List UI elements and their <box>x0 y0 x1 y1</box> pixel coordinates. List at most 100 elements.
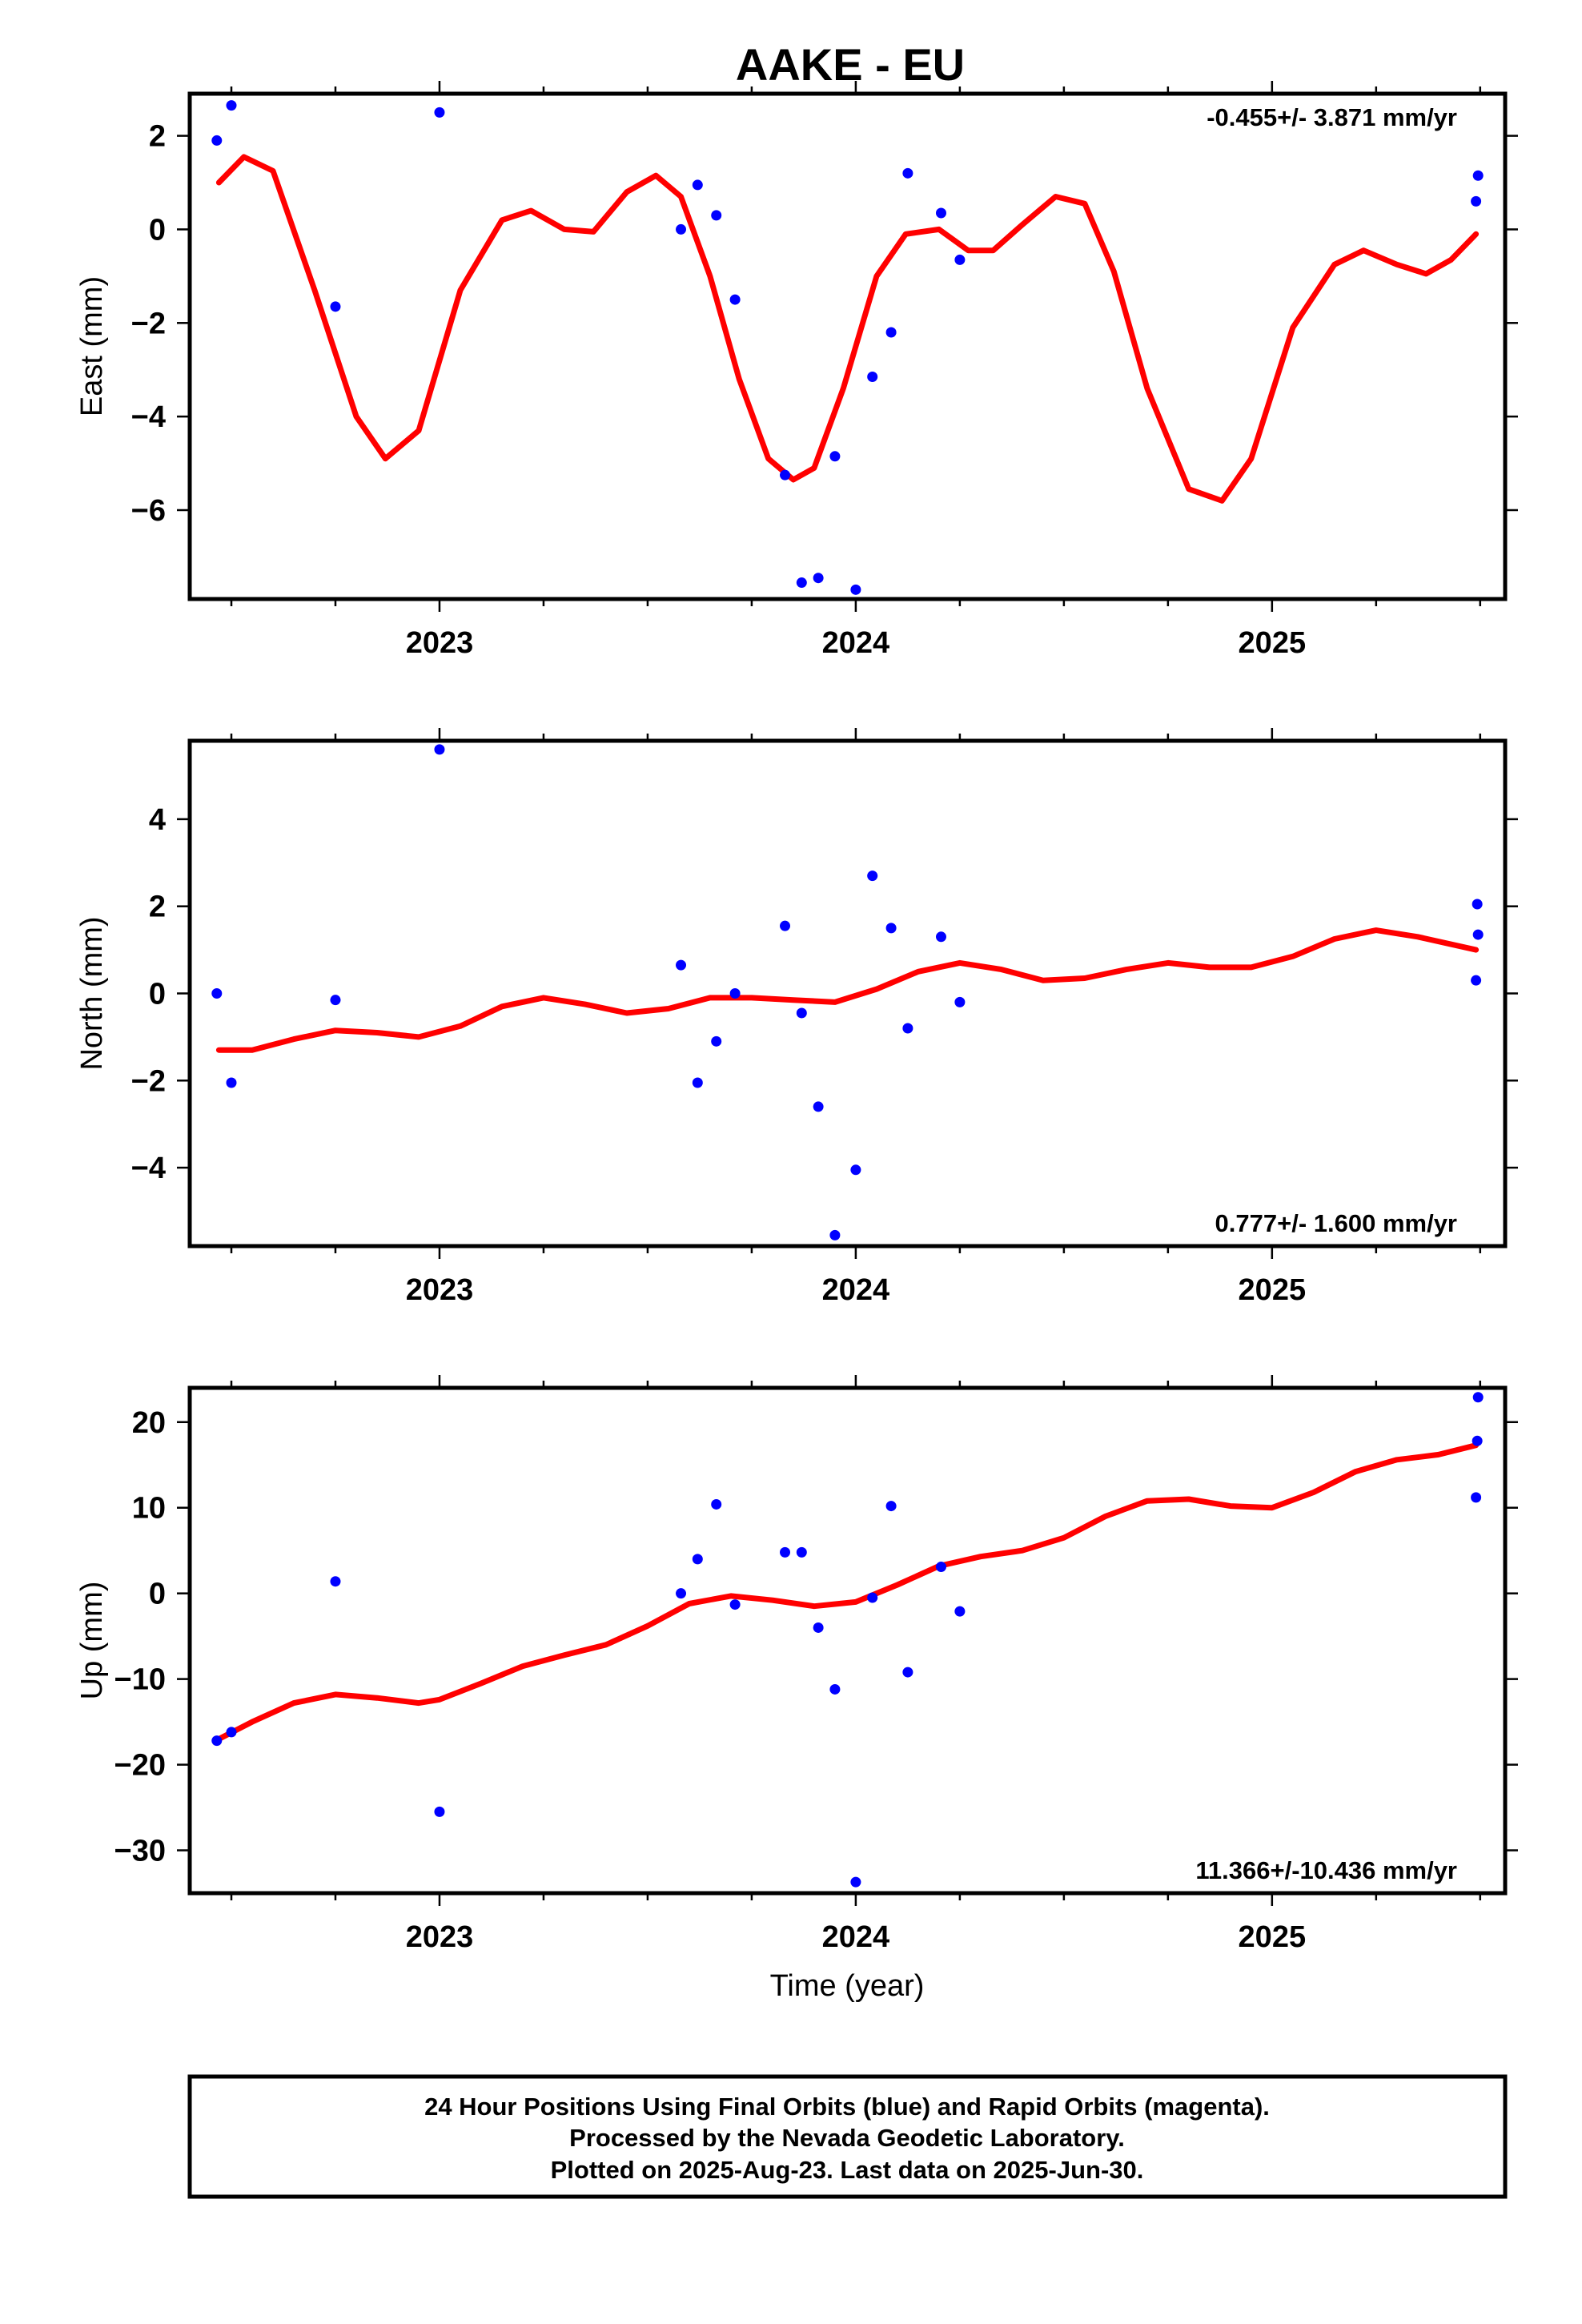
data-point <box>330 1576 341 1587</box>
data-point <box>885 923 897 934</box>
data-point <box>954 996 966 1007</box>
y-tick-label: −10 <box>114 1663 166 1697</box>
y-tick-label: 2 <box>149 120 166 154</box>
data-point <box>676 1588 687 1599</box>
data-point <box>829 1683 841 1695</box>
data-point <box>935 1562 946 1573</box>
data-point <box>692 1554 703 1565</box>
data-point <box>729 1599 741 1610</box>
x-tick-label: 2023 <box>406 626 474 660</box>
data-point <box>885 327 897 338</box>
y-tick-label: −2 <box>131 1064 166 1098</box>
data-point <box>711 1498 722 1510</box>
data-point <box>902 1023 913 1034</box>
data-point <box>729 294 741 305</box>
y-tick-label: −2 <box>131 307 166 340</box>
chart-title: AAKE - EU <box>736 39 965 90</box>
data-point <box>711 210 722 221</box>
plot-frame <box>187 738 1508 1248</box>
x-axis-label: Time (year) <box>770 1969 925 2003</box>
x-tick-label: 2023 <box>406 1273 474 1307</box>
x-tick-label: 2023 <box>406 1920 474 1954</box>
plot-frame <box>187 1385 1508 1896</box>
y-tick-label: −6 <box>131 494 166 528</box>
plot-frame <box>187 91 1508 601</box>
fit-curve <box>215 154 1480 504</box>
y-tick-label: 0 <box>149 978 166 1011</box>
y-tick-label: −30 <box>114 1835 166 1868</box>
data-point <box>692 179 703 191</box>
y-axis-label: East (mm) <box>75 276 109 416</box>
x-tick-label: 2024 <box>822 1273 890 1307</box>
data-point <box>692 1077 703 1088</box>
data-point <box>902 167 913 179</box>
data-point <box>780 1546 791 1558</box>
data-point <box>935 207 946 219</box>
data-point <box>676 959 687 971</box>
y-axis-label: Up (mm) <box>75 1582 109 1700</box>
velocity-annotation: 0.777+/- 1.600 mm/yr <box>1215 1209 1457 1237</box>
y-axis-label: North (mm) <box>75 916 109 1070</box>
data-point <box>1472 170 1484 181</box>
data-point <box>1471 195 1482 207</box>
data-point <box>796 1546 807 1558</box>
x-tick-label: 2025 <box>1239 1920 1307 1954</box>
velocity-annotation: 11.366+/-10.436 mm/yr <box>1195 1856 1457 1884</box>
data-point <box>850 1876 861 1888</box>
data-point <box>1472 1392 1484 1403</box>
x-tick-label: 2024 <box>822 1920 890 1954</box>
data-point <box>330 301 341 312</box>
data-point <box>330 995 341 1006</box>
north-panel: 2023 2024 2025 4 2 0 −2 −4 North (mm) 0.777+/- 1.… <box>75 728 1518 1307</box>
data-point <box>676 223 687 235</box>
data-point <box>211 135 223 146</box>
y-tick-label: 4 <box>149 803 166 837</box>
data-point <box>711 1035 722 1047</box>
y-tick-label: 0 <box>149 213 166 247</box>
data-point <box>1472 929 1484 940</box>
y-tick-label: −20 <box>114 1749 166 1783</box>
data-point <box>226 1727 237 1738</box>
x-tick-label: 2024 <box>822 626 890 660</box>
y-tick-label: 2 <box>149 891 166 924</box>
data-point <box>850 584 861 595</box>
data-point <box>1472 1435 1483 1446</box>
data-point <box>226 1077 237 1088</box>
footer-box: 24 Hour Positions Using Final Orbits (bl… <box>187 2074 1508 2199</box>
y-tick-label: 0 <box>149 1578 166 1611</box>
data-point <box>729 988 741 999</box>
y-tick-label: 10 <box>132 1492 166 1526</box>
data-point <box>434 1806 445 1817</box>
data-point <box>434 107 445 118</box>
data-point <box>829 451 841 462</box>
data-point <box>211 988 223 999</box>
footer-line-1: 24 Hour Positions Using Final Orbits (bl… <box>424 2093 1270 2121</box>
data-point <box>211 1735 223 1747</box>
east-panel: 2023 2024 2025 2 0 −2 −4 −6 East (mm) -0.455+/- 3… <box>75 81 1518 660</box>
data-point <box>885 1501 897 1512</box>
data-point <box>850 1164 861 1176</box>
data-point <box>829 1229 841 1240</box>
up-panel: 2023 2024 2025 20 10 0 −10 −20 −30 Up (mm) Time (y… <box>75 1375 1518 2003</box>
data-point <box>1471 975 1482 986</box>
data-point <box>954 1606 966 1617</box>
data-point <box>867 371 878 382</box>
y-tick-label: −4 <box>131 400 166 434</box>
footer-line-2: Processed by the Nevada Geodetic Laborat… <box>569 2124 1125 2152</box>
data-point <box>902 1667 913 1678</box>
data-point <box>796 1007 807 1019</box>
data-point <box>780 920 791 931</box>
data-point <box>813 1622 824 1633</box>
velocity-annotation: -0.455+/- 3.871 mm/yr <box>1207 103 1457 131</box>
y-tick-label: −4 <box>131 1152 166 1185</box>
data-point <box>796 577 807 589</box>
data-point <box>935 931 946 943</box>
data-point <box>954 254 966 265</box>
x-tick-label: 2025 <box>1239 626 1307 660</box>
data-point <box>867 1592 878 1603</box>
fit-curve <box>215 927 1480 1053</box>
data-point <box>813 1101 824 1112</box>
data-point <box>226 100 237 111</box>
x-tick-label: 2025 <box>1239 1273 1307 1307</box>
